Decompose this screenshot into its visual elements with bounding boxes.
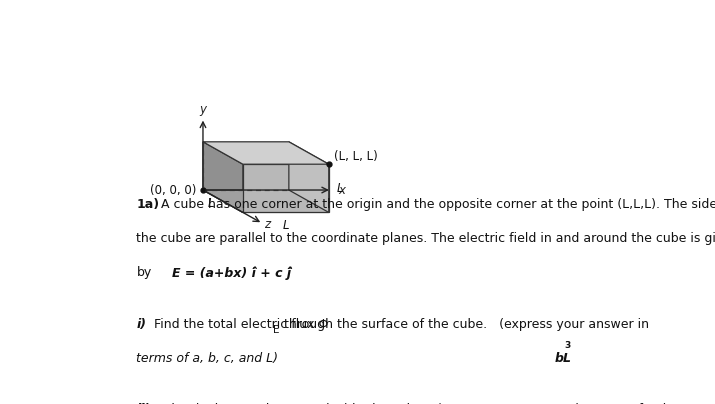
Text: y: y (199, 103, 207, 116)
Text: bL: bL (555, 352, 572, 365)
Text: L: L (207, 197, 214, 210)
Text: by: by (137, 266, 152, 279)
Text: (L, L, L): (L, L, L) (335, 149, 378, 163)
Text: i): i) (137, 318, 147, 330)
Text: A cube has one corner at the origin and the opposite corner at the point (L,L,L): A cube has one corner at the origin and … (162, 198, 715, 211)
Text: L: L (282, 219, 289, 232)
Polygon shape (203, 142, 329, 164)
Text: ii): ii) (137, 403, 151, 404)
Polygon shape (203, 190, 329, 213)
Text: through the surface of the cube.   (express your answer in: through the surface of the cube. (expres… (280, 318, 649, 330)
Text: z: z (264, 218, 270, 231)
Polygon shape (289, 142, 329, 213)
Text: (0, 0, 0): (0, 0, 0) (150, 183, 197, 196)
Text: E = (a+bx) î + c ĵ: E = (a+bx) î + c ĵ (172, 266, 292, 280)
Text: 3: 3 (564, 341, 571, 350)
Text: terms of a, b, c, and L): terms of a, b, c, and L) (137, 352, 278, 365)
Text: L: L (337, 182, 343, 195)
Text: Find the total electric flux Φ: Find the total electric flux Φ (154, 318, 329, 330)
Polygon shape (203, 142, 243, 213)
Text: the cube are parallel to the coordinate planes. The electric field in and around: the cube are parallel to the coordinate … (137, 232, 715, 245)
Text: What is the net charge, q, inside the cube?  (express your answer in terms of a,: What is the net charge, q, inside the cu… (159, 403, 715, 404)
Text: E: E (273, 325, 280, 335)
Text: 1a): 1a) (137, 198, 159, 211)
Polygon shape (243, 164, 329, 213)
Text: x: x (338, 183, 345, 196)
